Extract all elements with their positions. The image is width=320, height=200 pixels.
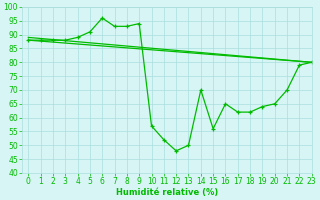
X-axis label: Humidité relative (%): Humidité relative (%) (116, 188, 218, 197)
